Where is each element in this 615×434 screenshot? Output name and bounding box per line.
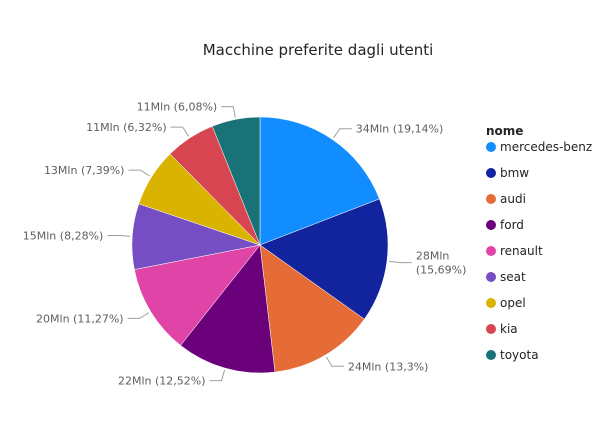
legend-item-seat[interactable]: seat: [486, 270, 526, 284]
data-label-renault: 20Mln (11,27%): [36, 312, 124, 325]
legend-marker-ford: [486, 220, 496, 230]
legend-marker-audi: [486, 194, 496, 204]
data-labels: 34Mln (19,14%) 28Mln (15,69%) 24Mln (13,3%)…: [23, 101, 467, 388]
legend-item-mercedes-benz[interactable]: mercedes-benz: [486, 140, 592, 154]
data-label-mercedes-benz: 34Mln (19,14%): [356, 123, 444, 136]
legend-title: nome: [486, 124, 523, 138]
leader-line-audi: [325, 356, 344, 367]
legend-label-toyota: toyota: [500, 348, 539, 362]
pie-slice-ford[interactable]: [180, 244, 276, 374]
legend-item-renault[interactable]: renault: [486, 244, 543, 258]
pie-slice-toyota[interactable]: [211, 116, 261, 246]
pie-slice-renault[interactable]: [134, 244, 261, 346]
legend-item-opel[interactable]: opel: [486, 296, 526, 310]
pie-slice-bmw[interactable]: [259, 198, 389, 320]
legend-label-seat: seat: [500, 270, 526, 284]
data-label-bmw: 28Mln (15,69%): [416, 250, 467, 277]
leader-line-seat: [107, 235, 131, 237]
leader-lines: [107, 106, 412, 382]
legend-label-mercedes-benz: mercedes-benz: [500, 140, 592, 154]
legend-marker-toyota: [486, 350, 496, 360]
data-label-audi: 24Mln (13,3%): [348, 360, 429, 373]
legend-label-kia: kia: [500, 322, 518, 336]
legend-marker-bmw: [486, 168, 496, 178]
pie-slice-mercedes-benz[interactable]: [259, 116, 380, 246]
leader-line-mercedes-benz: [333, 128, 352, 139]
data-label-ford: 22Mln (12,52%): [118, 375, 206, 388]
data-label-seat: 15Mln (8,28%): [23, 230, 104, 243]
chart-title: Macchine preferite dagli utenti: [203, 41, 434, 59]
legend-marker-kia: [486, 324, 496, 334]
legend-item-ford[interactable]: ford: [486, 218, 524, 232]
legend-item-toyota[interactable]: toyota: [486, 348, 539, 362]
legend-item-kia[interactable]: kia: [486, 322, 518, 336]
leader-line-bmw: [388, 260, 412, 264]
legend-label-opel: opel: [500, 296, 526, 310]
legend-label-ford: ford: [500, 218, 524, 232]
legend-marker-mercedes-benz: [486, 142, 496, 152]
leader-line-renault: [127, 312, 150, 319]
legend-label-audi: audi: [500, 192, 526, 206]
data-label-kia: 11Mln (6,32%): [86, 121, 167, 134]
leader-line-toyota: [221, 106, 236, 118]
legend-marker-renault: [486, 246, 496, 256]
legend-label-bmw: bmw: [500, 166, 529, 180]
leader-line-ford: [209, 369, 226, 382]
data-label-toyota: 11Mln (6,08%): [137, 101, 218, 114]
leader-line-opel: [128, 169, 151, 177]
legend-label-renault: renault: [500, 244, 543, 258]
legend-marker-opel: [486, 298, 496, 308]
legend-item-bmw[interactable]: bmw: [486, 166, 529, 180]
legend[interactable]: nome mercedes-benz bmw audi ford renault seat…: [486, 124, 592, 362]
leader-line-kia: [170, 126, 190, 137]
pie-slice-audi[interactable]: [259, 244, 365, 373]
legend-item-audi[interactable]: audi: [486, 192, 526, 206]
legend-marker-seat: [486, 272, 496, 282]
data-label-opel: 13Mln (7,39%): [44, 164, 125, 177]
pie-slices: [131, 116, 389, 374]
